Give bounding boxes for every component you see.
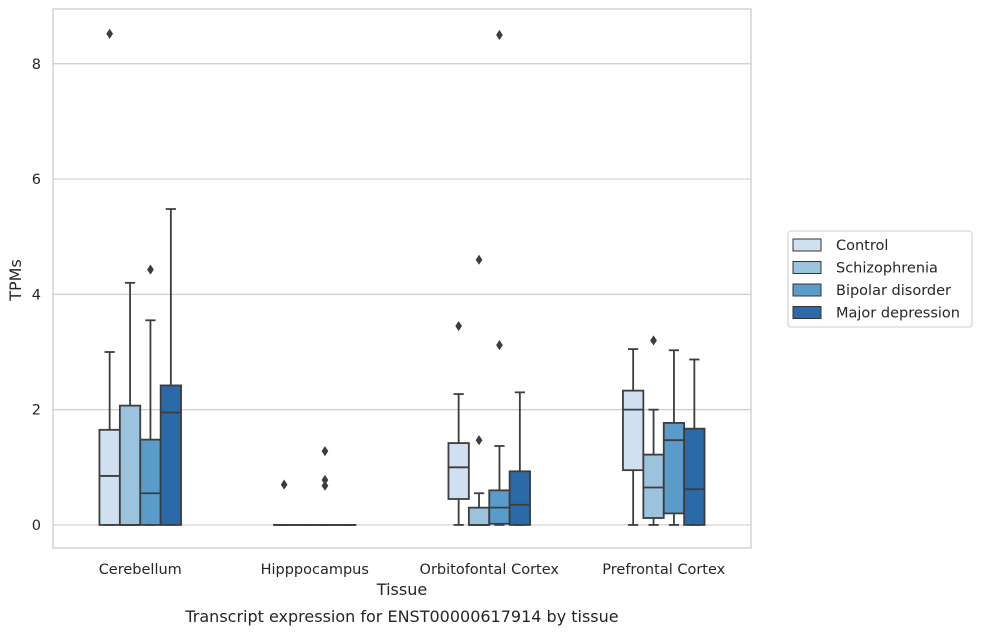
outlier-point [322, 446, 329, 456]
y-tick-label: 8 [32, 57, 41, 73]
box-schizophrenia [643, 335, 663, 525]
box-body [469, 508, 489, 525]
box-body [510, 471, 530, 525]
box-control [99, 29, 119, 525]
legend: Control Schizophrenia Bipolar disorder Majo… [788, 231, 972, 327]
y-tick-labels: 0 2 4 6 8 [32, 57, 41, 534]
legend-swatch [793, 307, 821, 319]
x-tick-label: Prefrontal Cortex [602, 562, 725, 578]
outlier-point [147, 265, 154, 275]
outlier-point [455, 321, 462, 331]
outlier-point [281, 480, 288, 490]
outlier-point [496, 30, 503, 40]
box-control [623, 349, 643, 525]
x-tick-label: Cerebellum [99, 562, 182, 578]
y-tick-label: 0 [32, 518, 41, 534]
outlier-point [476, 435, 483, 445]
box-body [643, 455, 663, 518]
box-body [161, 385, 181, 525]
box-marks [99, 29, 704, 525]
y-axis-label: TPMs [6, 259, 25, 302]
box-bipolar-disorder [315, 446, 335, 525]
box-bipolar-disorder [140, 265, 160, 525]
figure-caption: Transcript expression for ENST0000061791… [184, 607, 618, 626]
box-schizophrenia [120, 283, 140, 525]
outlier-point [106, 29, 113, 39]
legend-label: Control [836, 238, 888, 254]
box-major-depression [161, 209, 181, 525]
box-schizophrenia [469, 255, 489, 525]
box-body [120, 406, 140, 525]
legend-label: Bipolar disorder [836, 283, 951, 299]
box-control [448, 321, 468, 525]
box-body [684, 429, 704, 525]
x-tick-label: Hipppocampus [261, 562, 369, 578]
y-tick-label: 6 [32, 172, 41, 188]
box-control [274, 480, 294, 525]
legend-swatch [793, 284, 821, 296]
box-body [623, 391, 643, 471]
box-major-depression [510, 392, 530, 525]
legend-swatch [793, 262, 821, 274]
x-tick-labels: Cerebellum Hipppocampus Orbitofontal Corte… [99, 562, 726, 578]
legend-label: Schizophrenia [836, 261, 938, 277]
outlier-point [476, 255, 483, 265]
x-tick-label: Orbitofontal Cortex [420, 562, 560, 578]
box-body [664, 423, 684, 514]
box-body [448, 443, 468, 499]
box-bipolar-disorder [664, 350, 684, 525]
y-tick-label: 2 [32, 403, 41, 419]
legend-label: Major depression [836, 306, 960, 322]
box-major-depression [684, 359, 704, 524]
box-bipolar-disorder [489, 30, 509, 525]
y-tick-label: 4 [32, 287, 41, 303]
x-axis-label: Tissue [376, 580, 427, 599]
box-body [140, 440, 160, 525]
legend-swatch [793, 239, 821, 251]
box-body [99, 430, 119, 525]
outlier-point [650, 335, 657, 345]
outlier-point [322, 475, 329, 485]
outlier-point [496, 340, 503, 350]
